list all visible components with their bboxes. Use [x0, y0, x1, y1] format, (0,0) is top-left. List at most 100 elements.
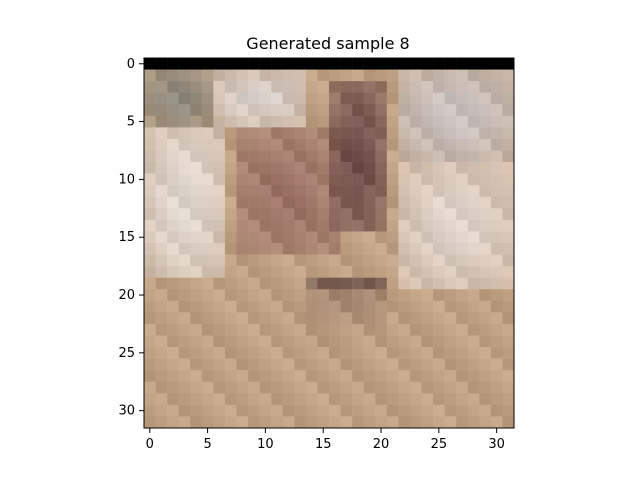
- heatmap-cell-23-0: [144, 323, 156, 336]
- heatmap-cell-13-11: [271, 208, 283, 221]
- heatmap-cell-5-11: [271, 115, 283, 128]
- heatmap-cell-29-1: [155, 393, 168, 406]
- heatmap-cell-21-6: [213, 300, 226, 313]
- heatmap-cell-9-13: [294, 162, 307, 174]
- heatmap-cell-3-7: [224, 92, 237, 105]
- heatmap-cell-4-12: [282, 104, 295, 117]
- heatmap-cell-24-25: [433, 335, 445, 348]
- heatmap-cell-19-21: [386, 277, 399, 290]
- heatmap-cell-6-11: [271, 127, 283, 140]
- heatmap-cell-6-10: [259, 127, 272, 140]
- heatmap-cell-23-7: [224, 323, 237, 336]
- heatmap-cell-6-29: [479, 127, 492, 140]
- heatmap-cell-16-7: [224, 243, 237, 255]
- heatmap-cell-9-29: [479, 162, 492, 174]
- heatmap-cell-28-11: [271, 381, 283, 394]
- heatmap-cell-30-1: [155, 404, 168, 417]
- heatmap-cell-13-15: [317, 208, 330, 221]
- heatmap-cell-19-29: [479, 277, 492, 290]
- heatmap-cell-30-11: [271, 404, 283, 417]
- heatmap-cell-9-23: [409, 162, 422, 174]
- heatmap-cell-29-8: [236, 393, 249, 406]
- heatmap-cell-25-7: [224, 347, 237, 359]
- heatmap-cell-12-7: [224, 196, 237, 209]
- heatmap-cell-21-11: [271, 300, 283, 313]
- heatmap-cell-25-26: [444, 347, 457, 359]
- heatmap-cell-23-25: [433, 323, 445, 336]
- heatmap-cell-22-29: [479, 312, 492, 325]
- heatmap-cell-8-21: [386, 150, 399, 163]
- heatmap-cell-3-12: [282, 92, 295, 105]
- heatmap-cell-0-13: [294, 58, 307, 70]
- heatmap-cell-31-28: [467, 416, 480, 429]
- heatmap-cell-7-28: [467, 138, 480, 151]
- heatmap-cell-26-4: [190, 358, 203, 371]
- heatmap-cell-22-27: [456, 312, 468, 325]
- heatmap-cell-19-3: [178, 277, 191, 290]
- heatmap-cell-28-10: [259, 381, 272, 394]
- heatmap-cell-22-26: [444, 312, 457, 325]
- heatmap-cell-0-30: [490, 58, 503, 70]
- heatmap-cell-19-14: [305, 277, 318, 290]
- heatmap-cell-9-9: [248, 162, 260, 174]
- heatmap-cell-19-1: [155, 277, 168, 290]
- heatmap-cell-3-1: [155, 92, 168, 105]
- heatmap-cell-20-26: [444, 289, 457, 302]
- heatmap-cell-31-9: [248, 416, 260, 429]
- heatmap-cell-16-3: [178, 243, 191, 255]
- heatmap-cell-2-13: [294, 81, 307, 93]
- heatmap-cell-6-24: [421, 127, 434, 140]
- heatmap-cell-1-28: [467, 69, 480, 82]
- heatmap-cell-8-12: [282, 150, 295, 163]
- heatmap-cell-10-4: [190, 173, 203, 186]
- heatmap-cell-28-17: [340, 381, 353, 394]
- heatmap-cell-23-19: [363, 323, 376, 336]
- heatmap-cell-22-28: [467, 312, 480, 325]
- heatmap-cell-19-5: [201, 277, 214, 290]
- heatmap-cell-29-27: [456, 393, 468, 406]
- heatmap-cell-24-30: [490, 335, 503, 348]
- heatmap-cell-0-11: [271, 58, 283, 70]
- heatmap-cell-10-1: [155, 173, 168, 186]
- heatmap-cell-12-26: [444, 196, 457, 209]
- heatmap-cell-22-21: [386, 312, 399, 325]
- heatmap-cell-29-15: [317, 393, 330, 406]
- heatmap-cell-13-21: [386, 208, 399, 221]
- heatmap-cell-1-21: [386, 69, 399, 82]
- heatmap-cell-11-7: [224, 185, 237, 197]
- x-tick-label-15: 15: [315, 437, 332, 452]
- heatmap-cell-1-20: [375, 69, 388, 82]
- heatmap-cell-15-12: [282, 231, 295, 244]
- heatmap-cell-2-28: [467, 81, 480, 93]
- heatmap-cell-8-25: [433, 150, 445, 163]
- heatmap-cell-0-22: [398, 58, 411, 70]
- heatmap-cell-1-23: [409, 69, 422, 82]
- heatmap-cell-23-29: [479, 323, 492, 336]
- heatmap-cell-7-6: [213, 138, 226, 151]
- heatmap-cell-20-21: [386, 289, 399, 302]
- heatmap-cell-25-15: [317, 347, 330, 359]
- heatmap-cell-22-18: [352, 312, 364, 325]
- heatmap-cell-30-30: [490, 404, 503, 417]
- heatmap-cell-8-3: [178, 150, 191, 163]
- heatmap-cell-28-12: [282, 381, 295, 394]
- heatmap-cell-19-27: [456, 277, 468, 290]
- heatmap-cell-11-25: [433, 185, 445, 197]
- heatmap-cell-17-2: [167, 254, 179, 267]
- heatmap-cell-26-24: [421, 358, 434, 371]
- heatmap-cell-5-30: [490, 115, 503, 128]
- plot-frame: [143, 57, 515, 429]
- heatmap-cell-31-6: [213, 416, 226, 429]
- heatmap-cell-24-31: [502, 335, 515, 348]
- heatmap-cell-3-3: [178, 92, 191, 105]
- heatmap-cell-5-10: [259, 115, 272, 128]
- heatmap-cell-17-25: [433, 254, 445, 267]
- heatmap-cell-21-4: [190, 300, 203, 313]
- heatmap-cell-3-22: [398, 92, 411, 105]
- heatmap-cell-1-5: [201, 69, 214, 82]
- heatmap-cell-6-16: [329, 127, 341, 140]
- heatmap-cell-20-23: [409, 289, 422, 302]
- heatmap-cell-14-19: [363, 219, 376, 232]
- heatmap-cell-17-22: [398, 254, 411, 267]
- heatmap-cell-0-0: [144, 58, 156, 70]
